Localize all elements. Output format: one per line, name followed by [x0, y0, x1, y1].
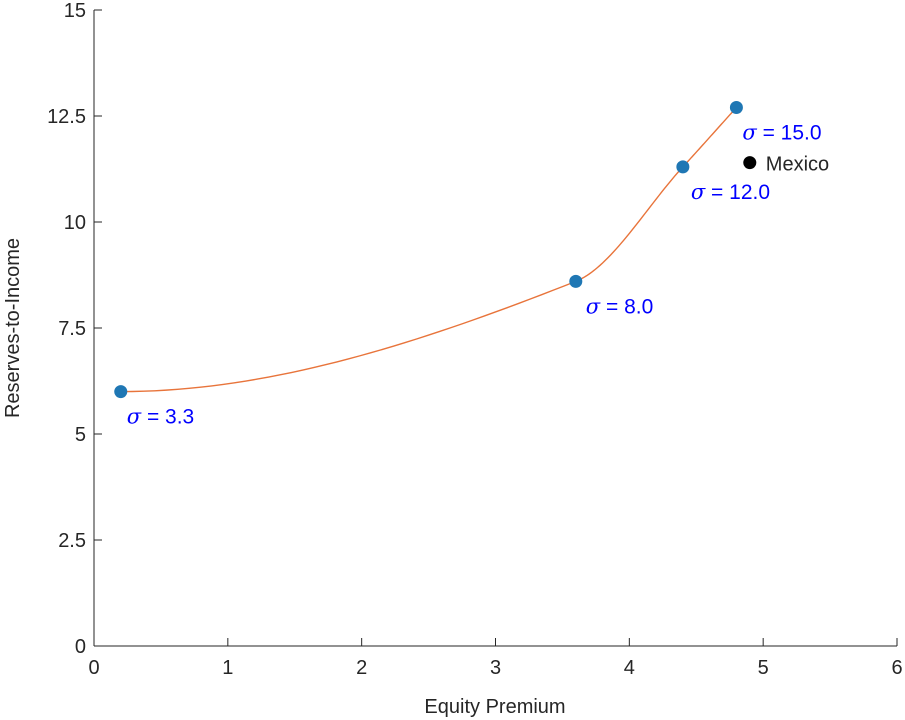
- y-tick-label: 12.5: [47, 106, 86, 128]
- sigma-label: σ = 3.3: [127, 405, 194, 429]
- y-tick-label: 10: [64, 212, 86, 234]
- y-tick-label: 0: [75, 636, 86, 658]
- data-point: [729, 101, 743, 115]
- x-tick-label: 5: [758, 657, 769, 679]
- sigma-label: σ = 15.0: [742, 121, 821, 145]
- x-tick-label: 6: [891, 657, 902, 679]
- y-tick-label: 2.5: [58, 530, 86, 552]
- mexico-point: [743, 156, 757, 170]
- x-tick-label: 2: [356, 657, 367, 679]
- mexico-label: Mexico: [766, 154, 829, 176]
- y-tick-label: 7.5: [58, 318, 86, 340]
- x-tick-label: 3: [490, 657, 501, 679]
- x-tick-label: 1: [222, 657, 233, 679]
- fitted-curve-layer: [120, 107, 737, 393]
- sigma-label: σ = 8.0: [586, 294, 653, 318]
- x-tick-label: 4: [624, 657, 635, 679]
- sigma-label: σ = 12.0: [691, 180, 770, 204]
- fitted-curve: [120, 107, 737, 393]
- data-point: [569, 274, 583, 288]
- x-tick-label: 0: [88, 657, 99, 679]
- axes: 0 1 2 3 4 5 6 0 2.5 5 7.5 10 12.5 15: [47, 0, 903, 679]
- y-tick-label: 15: [64, 0, 86, 22]
- data-point: [114, 385, 128, 399]
- y-tick-label: 5: [75, 424, 86, 446]
- data-point: [676, 160, 690, 174]
- x-axis-title: Equity Premium: [424, 696, 565, 718]
- markers-layer: [114, 101, 757, 399]
- labels-layer: σ = 3.3 σ = 8.0 σ = 12.0 σ = 15.0 Mexico: [127, 121, 829, 429]
- y-axis-title: Reserves-to-Income: [2, 238, 24, 418]
